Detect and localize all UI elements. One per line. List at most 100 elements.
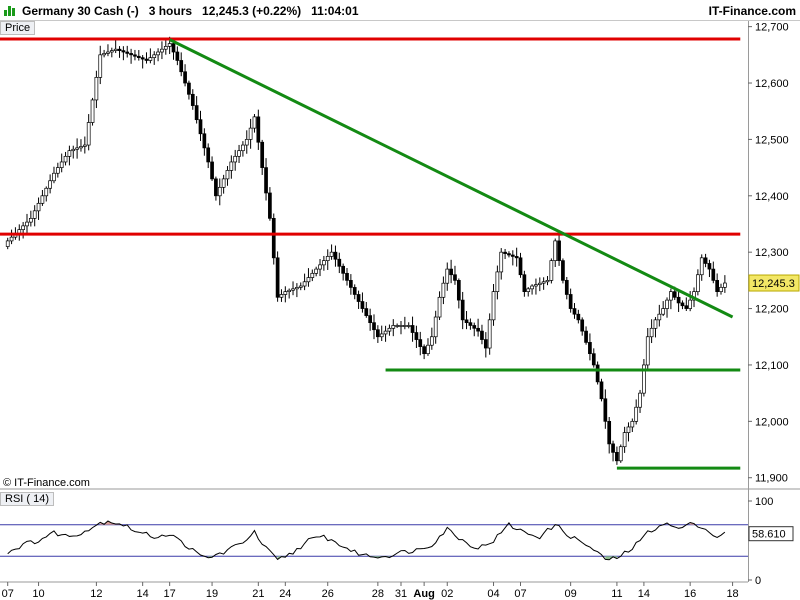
candle-body: [680, 302, 685, 307]
candle: [472, 322, 477, 337]
candle: [283, 286, 288, 303]
candle-body: [252, 116, 257, 129]
candle-body: [322, 260, 326, 266]
candle: [514, 247, 519, 267]
candle: [5, 237, 10, 250]
rsi-oversold-fill: [605, 556, 610, 560]
candle-body: [271, 217, 276, 259]
candle-body: [399, 325, 403, 327]
candle-body: [507, 253, 511, 256]
candle-body: [499, 251, 504, 273]
candle-body: [75, 147, 79, 150]
candle-body: [356, 294, 361, 302]
candle-body: [480, 330, 484, 340]
candle: [148, 48, 153, 64]
candle: [79, 139, 83, 152]
candle-body: [163, 46, 168, 50]
candle: [630, 418, 635, 433]
candle-body: [526, 288, 531, 293]
candle-body: [194, 105, 199, 121]
candle-body: [229, 161, 234, 171]
candle: [202, 128, 207, 156]
candle-body: [283, 291, 288, 295]
candle: [36, 197, 41, 220]
candle: [233, 149, 238, 171]
candle: [707, 259, 712, 278]
x-tick-label: 24: [279, 588, 291, 600]
candle: [94, 70, 99, 109]
candle: [372, 314, 376, 340]
candle: [28, 210, 33, 227]
candle: [468, 318, 473, 330]
candle: [634, 399, 639, 425]
rsi-line: [7, 520, 726, 561]
candle: [399, 320, 403, 335]
x-tick-label: 07: [514, 588, 526, 600]
candle-body: [696, 274, 700, 293]
candle: [588, 333, 592, 361]
candle: [109, 47, 114, 58]
candle: [638, 389, 642, 413]
candle: [414, 325, 419, 348]
candle-body: [453, 274, 457, 281]
candle: [645, 328, 650, 370]
x-tick-label: 12: [90, 588, 102, 600]
candle: [487, 313, 492, 355]
candle-body: [360, 301, 365, 309]
candle-body: [545, 280, 550, 283]
candle-body: [183, 71, 187, 84]
candle-body: [113, 48, 118, 51]
candle: [429, 327, 434, 350]
candle: [580, 317, 585, 336]
candle-body: [530, 285, 534, 290]
candle-body: [456, 280, 461, 301]
candle-body: [634, 406, 639, 422]
candle-body: [433, 316, 438, 338]
candle-body: [537, 282, 542, 285]
candle: [696, 269, 700, 296]
candle: [406, 322, 411, 329]
candle: [456, 278, 461, 309]
candle-body: [429, 336, 434, 346]
candle: [252, 114, 257, 133]
candlestick-series: [5, 36, 727, 465]
candle: [298, 282, 303, 291]
candle: [618, 444, 623, 463]
candle-body: [329, 251, 334, 257]
candle: [333, 245, 338, 267]
x-tick-label: 10: [32, 588, 44, 600]
candle: [653, 317, 658, 338]
x-tick-label: 28: [372, 588, 384, 600]
candle-body: [534, 284, 538, 287]
candle-body: [437, 296, 442, 318]
candle-body: [441, 282, 446, 298]
candle: [260, 139, 265, 175]
candle-body: [352, 287, 357, 295]
candle: [21, 222, 25, 239]
candle-body: [387, 327, 392, 332]
candle-body: [5, 240, 10, 247]
candle-body: [376, 329, 380, 338]
title-bar: Germany 30 Cash (-) 3 hours 12,245.3 (+0…: [0, 0, 800, 21]
candle: [699, 254, 704, 281]
candle: [337, 252, 342, 274]
price-y-tick-label: 12,200: [755, 304, 789, 316]
candle: [615, 446, 619, 465]
candle: [90, 97, 95, 126]
price-y-tick-label: 12,300: [755, 247, 789, 259]
candle-body: [510, 254, 515, 257]
candle: [248, 118, 253, 149]
candle-body: [669, 291, 673, 301]
candle-body: [337, 258, 342, 267]
candle-body: [584, 330, 588, 343]
candle-body: [21, 225, 25, 230]
candle-body: [109, 50, 114, 53]
candle-body: [202, 133, 207, 149]
candle: [52, 166, 56, 184]
candle: [271, 213, 276, 265]
candle: [48, 174, 52, 194]
candle: [40, 189, 45, 206]
candle-body: [144, 58, 149, 61]
candle-body: [125, 51, 130, 54]
